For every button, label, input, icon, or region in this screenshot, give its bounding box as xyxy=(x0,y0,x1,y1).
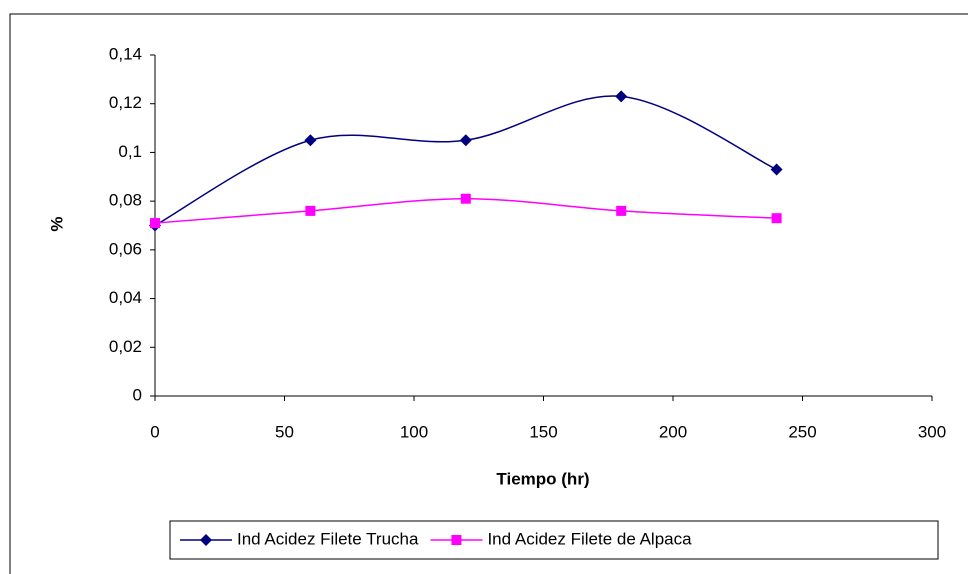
y-tick-label: 0,1 xyxy=(118,142,142,161)
x-tick-label: 300 xyxy=(918,422,946,441)
y-tick-label: 0,08 xyxy=(109,191,142,210)
series-line xyxy=(154,95,777,227)
y-tick-label: 0,12 xyxy=(109,93,142,112)
legend-label: Ind Acidez Filete Trucha xyxy=(237,529,419,548)
marker xyxy=(770,163,783,176)
marker xyxy=(460,193,471,204)
legend-box xyxy=(169,520,939,560)
y-tick-label: 0 xyxy=(133,385,142,404)
marker xyxy=(459,134,472,147)
marker xyxy=(771,213,782,224)
y-axis-title: % xyxy=(47,216,66,231)
x-tick-label: 250 xyxy=(788,422,816,441)
legend-label: Ind Acidez Filete de Alpaca xyxy=(487,529,692,548)
y-tick-label: 0,02 xyxy=(109,337,142,356)
x-tick-label: 200 xyxy=(659,422,687,441)
chart-border xyxy=(9,13,968,574)
x-tick-label: 50 xyxy=(275,422,294,441)
y-tick-label: 0,04 xyxy=(109,288,142,307)
x-axis-title: Tiempo (hr) xyxy=(496,469,589,488)
marker xyxy=(150,218,160,229)
marker xyxy=(305,205,316,216)
y-tick-label: 0,14 xyxy=(109,44,142,63)
x-tick-label: 100 xyxy=(400,422,428,441)
marker xyxy=(304,134,317,147)
marker xyxy=(615,90,628,103)
legend-marker xyxy=(200,534,212,546)
x-tick-label: 150 xyxy=(529,422,557,441)
y-tick-label: 0,06 xyxy=(109,239,142,258)
x-tick-label: 0 xyxy=(150,422,159,441)
legend-marker xyxy=(451,535,462,545)
marker xyxy=(616,205,627,216)
